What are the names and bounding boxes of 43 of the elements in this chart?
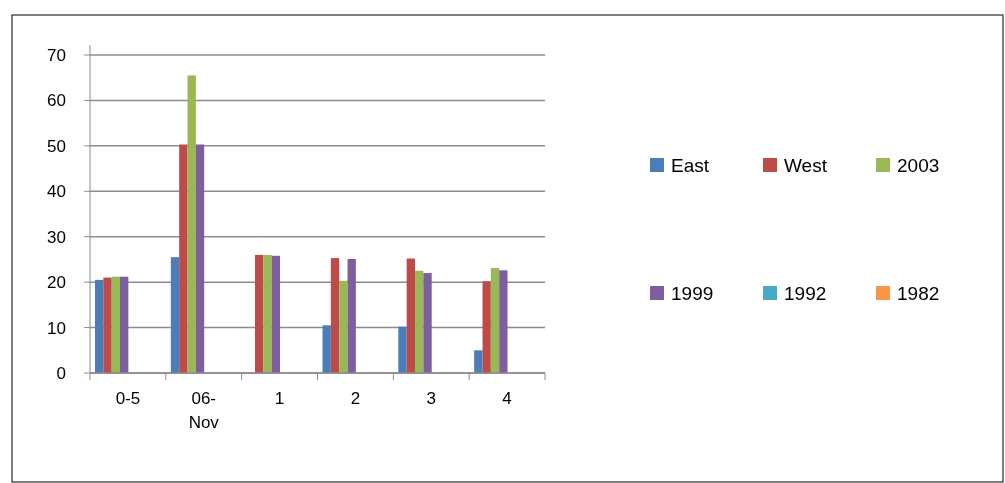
bar [474,350,483,373]
legend-label: West [784,154,828,176]
bar [330,258,340,373]
bar [271,255,281,373]
bar [170,257,180,373]
bar [179,144,188,373]
legend-label: 1982 [897,282,940,304]
bar [322,325,331,373]
bar [103,277,112,373]
bar [120,276,129,373]
bar [339,280,348,373]
bar [347,258,356,373]
bar [187,75,196,373]
y-tick-label: 50 [47,136,66,156]
bar [255,254,264,373]
bar [415,270,424,373]
legend-label: 2003 [897,154,940,176]
y-tick-label: 10 [47,318,66,338]
legend-label: 1999 [671,282,714,304]
bar [263,254,272,373]
x-tick-label: 06-Nov [188,389,220,432]
y-tick-label: 40 [47,182,66,202]
bar [499,270,508,373]
bar [195,144,205,373]
y-tick-label: 60 [47,91,66,111]
legend-label: East [671,154,710,176]
y-tick-label: 30 [47,227,66,247]
x-tick-label: 2 [350,389,361,408]
bar [111,276,121,373]
bar [423,273,432,373]
x-tick-label: 4 [502,389,512,408]
x-tick-label: 3 [426,389,436,408]
bar [398,326,407,373]
y-tick-label: 20 [47,273,66,293]
x-tick-label: 1 [274,389,285,408]
y-tick-label: 70 [47,45,66,65]
bar [95,279,104,373]
bar [490,268,500,373]
bar [406,258,416,373]
legend-label: 1992 [784,282,827,304]
x-tick-label: 0-5 [115,389,141,408]
bar [482,281,491,373]
y-tick-label: 0 [56,363,66,383]
